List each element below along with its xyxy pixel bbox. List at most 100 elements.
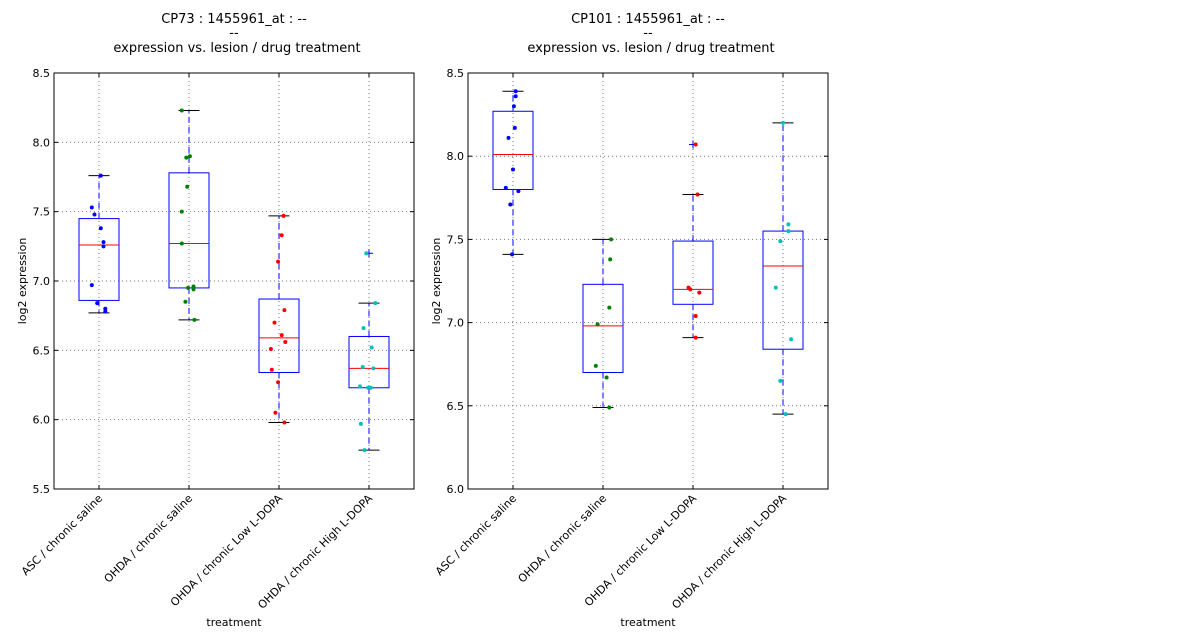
boxplots bbox=[78, 109, 390, 451]
y-tick-label: 5.5 bbox=[33, 483, 51, 496]
data-point bbox=[279, 233, 284, 238]
data-point bbox=[371, 366, 376, 371]
boxplot bbox=[672, 140, 714, 339]
data-point bbox=[688, 287, 693, 292]
data-point bbox=[358, 384, 362, 389]
box-iqr bbox=[78, 218, 120, 301]
data-point bbox=[92, 212, 97, 217]
y-axis-label: log2 expression bbox=[430, 238, 443, 325]
x-tick-label: ASC / chronic saline bbox=[433, 492, 519, 578]
box-iqr bbox=[672, 240, 714, 305]
y-tick-label: 6.5 bbox=[447, 400, 465, 413]
y-tick-label: 7.5 bbox=[447, 233, 465, 246]
data-point bbox=[362, 448, 367, 453]
data-point bbox=[103, 306, 108, 311]
x-tick-label: OHDA / chronic saline bbox=[516, 492, 610, 586]
data-point bbox=[191, 284, 196, 289]
data-point bbox=[697, 290, 702, 295]
box-iqr bbox=[168, 172, 210, 289]
data-point bbox=[778, 239, 783, 244]
data-point bbox=[503, 185, 508, 190]
data-point bbox=[360, 364, 365, 369]
chart-title-line-3: expression vs. lesion / drug treatment bbox=[113, 41, 360, 56]
y-tick-label: 6.0 bbox=[447, 483, 465, 496]
data-point bbox=[506, 135, 511, 140]
data-point bbox=[103, 309, 108, 314]
data-point bbox=[186, 285, 191, 290]
panel-cp101: CP101 : 1455961_at : -- -- expression vs… bbox=[430, 12, 829, 629]
data-point bbox=[276, 380, 281, 385]
data-point bbox=[185, 184, 190, 189]
y-tick-label: 8.0 bbox=[447, 150, 465, 163]
data-point bbox=[604, 375, 609, 380]
data-point bbox=[279, 333, 284, 338]
data-point bbox=[183, 299, 188, 304]
gridlines bbox=[468, 73, 828, 489]
boxplot bbox=[762, 122, 804, 415]
x-axis-label: treatment bbox=[620, 616, 676, 629]
chart-title-line-3: expression vs. lesion / drug treatment bbox=[527, 41, 774, 56]
panel-cp73: CP73 : 1455961_at : -- -- expression vs.… bbox=[16, 12, 415, 629]
data-point bbox=[179, 108, 184, 113]
boxplot bbox=[78, 175, 120, 314]
data-point bbox=[282, 308, 287, 313]
data-point bbox=[89, 283, 94, 288]
x-tick-label: OHDA / chronic saline bbox=[102, 492, 196, 586]
data-point bbox=[369, 345, 374, 350]
data-point bbox=[98, 173, 103, 178]
data-point bbox=[268, 346, 273, 351]
data-point bbox=[192, 317, 197, 322]
data-point bbox=[508, 202, 513, 207]
y-ticks: 5.5 6.0 6.5 7.0 7.5 8.0 8.5 bbox=[33, 67, 414, 496]
gridlines bbox=[54, 73, 414, 489]
axes-frame bbox=[53, 72, 415, 490]
data-point bbox=[513, 89, 518, 94]
data-point bbox=[358, 421, 363, 426]
data-point bbox=[693, 313, 698, 318]
box-iqr bbox=[492, 110, 534, 190]
data-point bbox=[693, 142, 698, 147]
data-point bbox=[101, 240, 106, 245]
data-point bbox=[179, 241, 184, 246]
chart-title-line-2: -- bbox=[643, 26, 653, 41]
y-tick-label: 7.0 bbox=[447, 317, 465, 330]
data-point bbox=[511, 104, 516, 109]
data-point bbox=[773, 285, 778, 290]
y-ticks: 6.0 6.5 7.0 7.5 8.0 8.5 bbox=[447, 67, 828, 496]
box-iqr bbox=[762, 230, 804, 350]
data-point bbox=[781, 120, 785, 125]
data-point bbox=[609, 237, 614, 242]
y-axis-label: log2 expression bbox=[16, 238, 29, 325]
data-point bbox=[695, 192, 700, 197]
data-point bbox=[272, 320, 277, 325]
data-points bbox=[89, 108, 378, 453]
data-point bbox=[187, 154, 192, 159]
data-point bbox=[593, 363, 598, 368]
data-point bbox=[269, 367, 274, 372]
data-point bbox=[95, 301, 100, 306]
data-point bbox=[607, 305, 612, 310]
data-point bbox=[373, 301, 378, 306]
data-point bbox=[283, 340, 288, 345]
data-point bbox=[184, 155, 189, 160]
y-tick-label: 6.5 bbox=[33, 344, 51, 357]
y-tick-label: 8.0 bbox=[33, 136, 51, 149]
data-point bbox=[783, 412, 788, 417]
data-point bbox=[273, 410, 278, 415]
axes-frame bbox=[467, 72, 829, 490]
data-point bbox=[98, 226, 103, 231]
data-point bbox=[282, 420, 287, 425]
data-point bbox=[361, 326, 366, 331]
data-point bbox=[511, 167, 515, 172]
data-point bbox=[89, 205, 94, 210]
data-point bbox=[608, 257, 613, 262]
x-axis-label: treatment bbox=[206, 616, 262, 629]
chart-title-line-1: CP101 : 1455961_at : -- bbox=[571, 12, 725, 27]
boxplots bbox=[492, 90, 804, 415]
y-tick-label: 6.0 bbox=[33, 414, 51, 427]
box-iqr bbox=[582, 283, 624, 374]
data-point bbox=[786, 222, 791, 227]
